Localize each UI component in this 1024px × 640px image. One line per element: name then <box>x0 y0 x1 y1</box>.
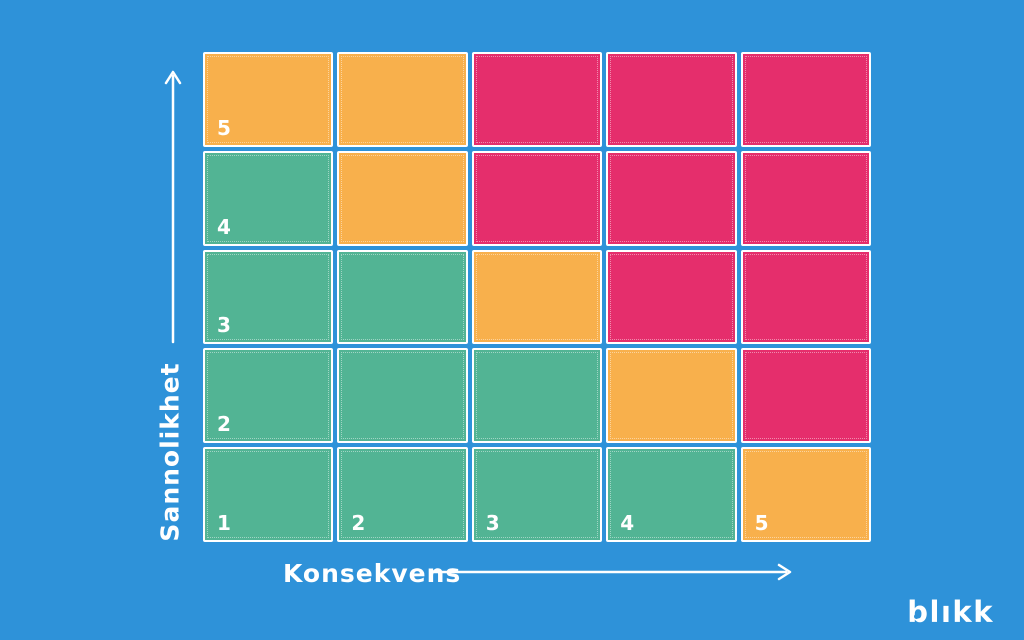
blikk-logo-text: blıkk <box>907 595 994 629</box>
matrix-cell-p2-k5 <box>740 348 871 444</box>
blikk-logo: blıkk <box>907 598 994 627</box>
matrix-cell-p3-k1: 3 <box>203 249 334 345</box>
x-axis-label: Konsekvens <box>283 559 462 588</box>
cell-axis-number: 5 <box>217 115 232 140</box>
cell-axis-number: 1 <box>217 511 232 535</box>
cell-axis-number: 4 <box>620 511 635 535</box>
cell-axis-number: 3 <box>485 511 501 535</box>
x-axis-arrow <box>432 563 792 581</box>
cell-axis-number: 2 <box>351 511 366 535</box>
matrix-cell-p5-k5 <box>740 52 871 147</box>
matrix-cell-p3-k5 <box>740 249 871 345</box>
matrix-cell-p2-k2 <box>337 348 468 444</box>
matrix-cell-p1-k4: 4 <box>606 447 737 542</box>
matrix-cell-p4-k5 <box>740 150 871 246</box>
matrix-cell-p2-k4 <box>606 348 737 444</box>
matrix-cell-p5-k3 <box>471 52 603 147</box>
matrix-cell-p1-k1: 1 <box>203 447 334 542</box>
matrix-cell-p4-k4 <box>606 150 737 246</box>
cell-axis-number: 3 <box>217 313 232 338</box>
matrix-cell-p3-k4 <box>606 249 737 345</box>
matrix-cell-p5-k4 <box>606 52 737 147</box>
matrix-cell-p3-k2 <box>337 249 468 345</box>
matrix-cell-p2-k1: 2 <box>203 348 334 444</box>
cell-axis-number: 5 <box>754 511 770 535</box>
matrix-cell-p5-k1: 5 <box>203 52 334 147</box>
matrix-cell-p1-k5: 5 <box>740 447 871 542</box>
matrix-cell-p5-k2 <box>337 52 468 147</box>
y-axis-arrow <box>164 70 182 344</box>
matrix-cell-p3-k3 <box>471 249 603 345</box>
matrix-cell-p1-k3: 3 <box>471 447 603 542</box>
matrix-cell-p4-k2 <box>337 150 468 246</box>
matrix-cell-p4-k3 <box>471 150 603 246</box>
matrix-cell-p4-k1: 4 <box>203 150 334 246</box>
risk-matrix-grid: 5 4 3 2 1 2 3 4 5 <box>203 52 871 542</box>
cell-axis-number: 2 <box>217 412 232 437</box>
y-axis-label: Sannolikhet <box>155 362 185 542</box>
matrix-cell-p2-k3 <box>471 348 603 444</box>
logo-b-dot <box>914 614 920 619</box>
cell-axis-number: 4 <box>217 214 232 239</box>
matrix-cell-p1-k2: 2 <box>337 447 468 542</box>
